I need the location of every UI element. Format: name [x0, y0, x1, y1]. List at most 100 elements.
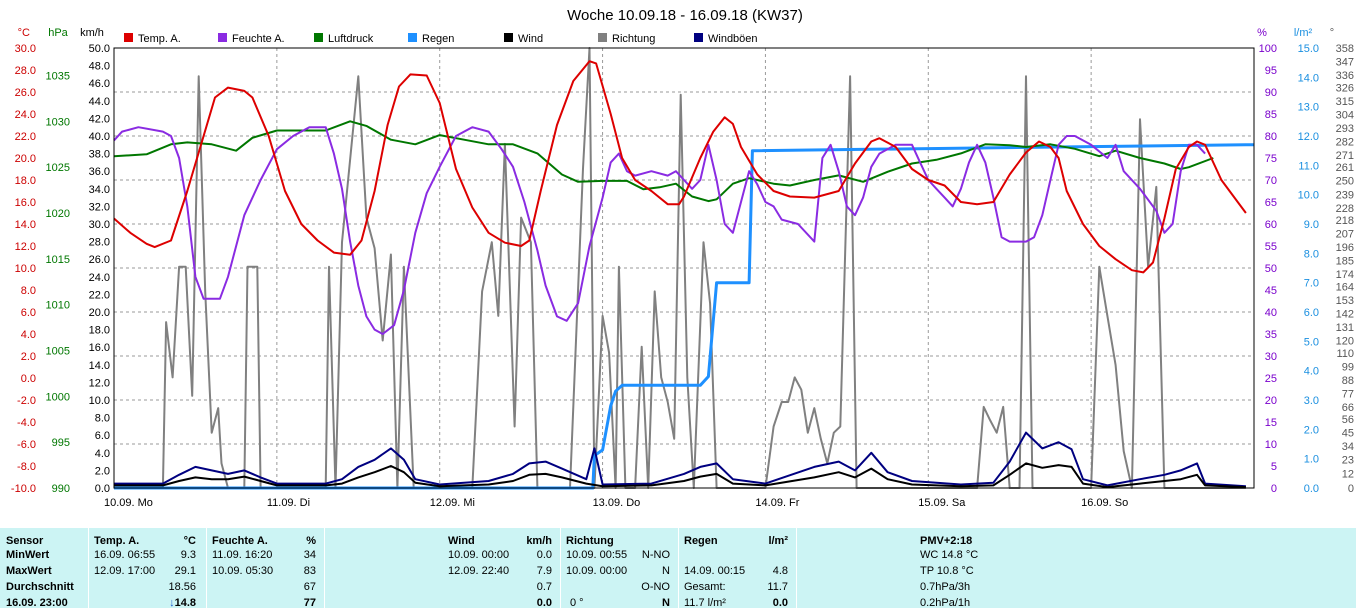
tick-l-m-3-0: 3.0 [1304, 395, 1319, 407]
tick--10: 10 [1265, 439, 1277, 451]
tick-l-m-14-0: 14.0 [1298, 72, 1319, 84]
tick-km-h-26-0: 26.0 [89, 254, 110, 266]
tick-l-m-12-0: 12.0 [1298, 131, 1319, 143]
tick--110: 110 [1336, 348, 1354, 360]
tick--347: 347 [1336, 57, 1354, 69]
direction-current-degrees: 0 ° [570, 597, 584, 609]
tick--142: 142 [1336, 308, 1354, 320]
tick--174: 174 [1336, 269, 1354, 281]
temp-min-time: 16.09. 06:55 [94, 549, 156, 561]
series-luftdruck [113, 120, 1214, 203]
legend-swatch-regen [408, 33, 417, 42]
tick--75: 75 [1265, 153, 1277, 165]
plot-frame [113, 47, 1255, 489]
direction-avg-value: O-NO [641, 581, 670, 593]
humidity-min-time: 11.09. 16:20 [212, 549, 273, 561]
tick-l-m-6-0: 6.0 [1304, 307, 1319, 319]
rain-current-total: 11.7 l/m² [684, 597, 726, 609]
legend-swatch-luftdruck [314, 33, 323, 42]
tick--45: 45 [1342, 428, 1354, 440]
chart-title: Woche 10.09.18 - 16.09.18 (KW37) [567, 7, 803, 24]
tick--45: 45 [1265, 285, 1277, 297]
tick-hpa-1015: 1015 [46, 254, 70, 266]
tick-km-h-0-0: 0.0 [95, 483, 110, 495]
tick--131: 131 [1336, 322, 1354, 334]
x-tick-10-09-mo: 10.09. Mo [104, 497, 153, 509]
wind-unit: km/h [526, 535, 552, 547]
tick--315: 315 [1336, 96, 1354, 108]
row-label-avg: Durchschnitt [6, 581, 74, 593]
tick-c-28-0: 28.0 [15, 65, 36, 77]
tick--120: 120 [1336, 336, 1354, 348]
tick--336: 336 [1336, 70, 1354, 82]
legend-swatch-windb-en [694, 33, 703, 42]
series-temp-a [113, 60, 1247, 274]
unit-: % [1257, 27, 1267, 39]
humidity-column: Feuchte A. % 11.09. 16:20 34 10.09. 05:3… [212, 528, 320, 609]
tick-c-6-0: -6.0 [17, 439, 36, 451]
tick-km-h-22-0: 22.0 [89, 289, 110, 301]
tick--50: 50 [1265, 263, 1277, 275]
weather-chart: Woche 10.09.18 - 16.09.18 (KW37) Temp. A… [11, 7, 1354, 509]
tick-km-h-8-0: 8.0 [95, 413, 110, 425]
legend-label-richtung: Richtung [612, 33, 655, 45]
tick-hpa-1030: 1030 [46, 116, 70, 128]
row-label-current: 16.09. 23:00 [6, 597, 68, 609]
tick--30: 30 [1265, 351, 1277, 363]
tick--250: 250 [1336, 176, 1354, 188]
tick-l-m-0-0: 0.0 [1304, 483, 1319, 495]
legend: Temp. A. Feuchte A. Luftdruck Regen Wind Rich… [124, 33, 758, 45]
tick--60: 60 [1265, 219, 1277, 231]
rain-max-time: 14.09. 00:15 [684, 565, 746, 577]
tick-km-h-14-0: 14.0 [89, 360, 110, 372]
tick-km-h-18-0: 18.0 [89, 325, 110, 337]
legend-label-temp-a: Temp. A. [138, 33, 181, 45]
tick--239: 239 [1336, 189, 1354, 201]
tick-c-6-0: 6.0 [21, 307, 36, 319]
tick--196: 196 [1336, 242, 1354, 254]
tick--12: 12 [1342, 468, 1354, 480]
temp-current-value: ↓14.8 [169, 596, 196, 610]
legend-label-luftdruck: Luftdruck [328, 33, 374, 45]
row-label-max: MaxWert [6, 565, 52, 577]
tick-km-h-36-0: 36.0 [89, 166, 110, 178]
tick--153: 153 [1336, 295, 1354, 307]
legend-label-regen: Regen [422, 33, 454, 45]
tick-l-m-2-0: 2.0 [1304, 424, 1319, 436]
tick--261: 261 [1336, 162, 1354, 174]
series-wind [114, 462, 1246, 489]
tick-km-h-46-0: 46.0 [89, 78, 110, 90]
tick-km-h-50-0: 50.0 [89, 43, 110, 55]
series-windb-en [114, 431, 1246, 488]
tick-km-h-34-0: 34.0 [89, 184, 110, 196]
tick--95: 95 [1265, 65, 1277, 77]
tick--20: 20 [1265, 395, 1277, 407]
tick-l-m-1-0: 1.0 [1304, 454, 1319, 466]
pmv-column: PMV+2:18 WC 14.8 °C TP 10.8 °C 0.7hPa/3h… [920, 528, 1120, 609]
unit-km-h: km/h [80, 27, 104, 39]
legend-swatch-feuchte-a [218, 33, 227, 42]
tick--15: 15 [1265, 417, 1277, 429]
summary-table: Sensor MinWert MaxWert Durchschnitt 16.0… [0, 528, 1356, 610]
tick--304: 304 [1336, 109, 1354, 121]
tick--85: 85 [1265, 109, 1277, 121]
tick--35: 35 [1265, 329, 1277, 341]
tick--228: 228 [1336, 203, 1354, 215]
temp-min-value: 9.3 [180, 549, 196, 561]
tick--0: 0 [1271, 483, 1277, 495]
tick--80: 80 [1265, 131, 1277, 143]
tick-c-2-0: 2.0 [21, 351, 36, 363]
x-tick-15-09-sa: 15.09. Sa [918, 497, 966, 509]
dewpoint-value: TP 10.8 °C [920, 565, 974, 577]
tick-km-h-4-0: 4.0 [95, 448, 110, 460]
tick-l-m-11-0: 11.0 [1298, 160, 1319, 172]
tick-c-18-0: 18.0 [15, 175, 36, 187]
direction-min-value: N-NO [641, 549, 670, 561]
unit-hpa: hPa [48, 27, 68, 39]
tick--358: 358 [1336, 43, 1354, 55]
tick--55: 55 [1265, 241, 1277, 253]
tick-km-h-2-0: 2.0 [95, 465, 110, 477]
tick-hpa-1005: 1005 [46, 346, 70, 358]
temp-max-value: 29.1 [174, 565, 196, 577]
wind-avg-value: 0.7 [536, 581, 552, 593]
